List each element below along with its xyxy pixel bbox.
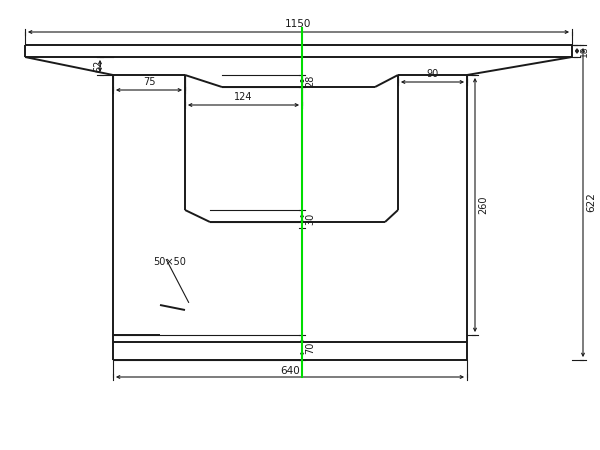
- Text: 1150: 1150: [286, 19, 311, 29]
- Text: 90: 90: [427, 69, 439, 79]
- Text: 28: 28: [305, 75, 315, 87]
- Text: 70: 70: [305, 341, 315, 354]
- Text: 124: 124: [234, 92, 253, 102]
- Text: 50×50: 50×50: [154, 257, 187, 267]
- Text: 75: 75: [143, 77, 155, 87]
- Text: 622: 622: [586, 193, 596, 212]
- Text: 62: 62: [93, 60, 103, 72]
- Text: 30: 30: [305, 213, 315, 225]
- Text: 18: 18: [580, 45, 589, 57]
- Text: 260: 260: [478, 196, 488, 214]
- Text: 640: 640: [280, 366, 300, 376]
